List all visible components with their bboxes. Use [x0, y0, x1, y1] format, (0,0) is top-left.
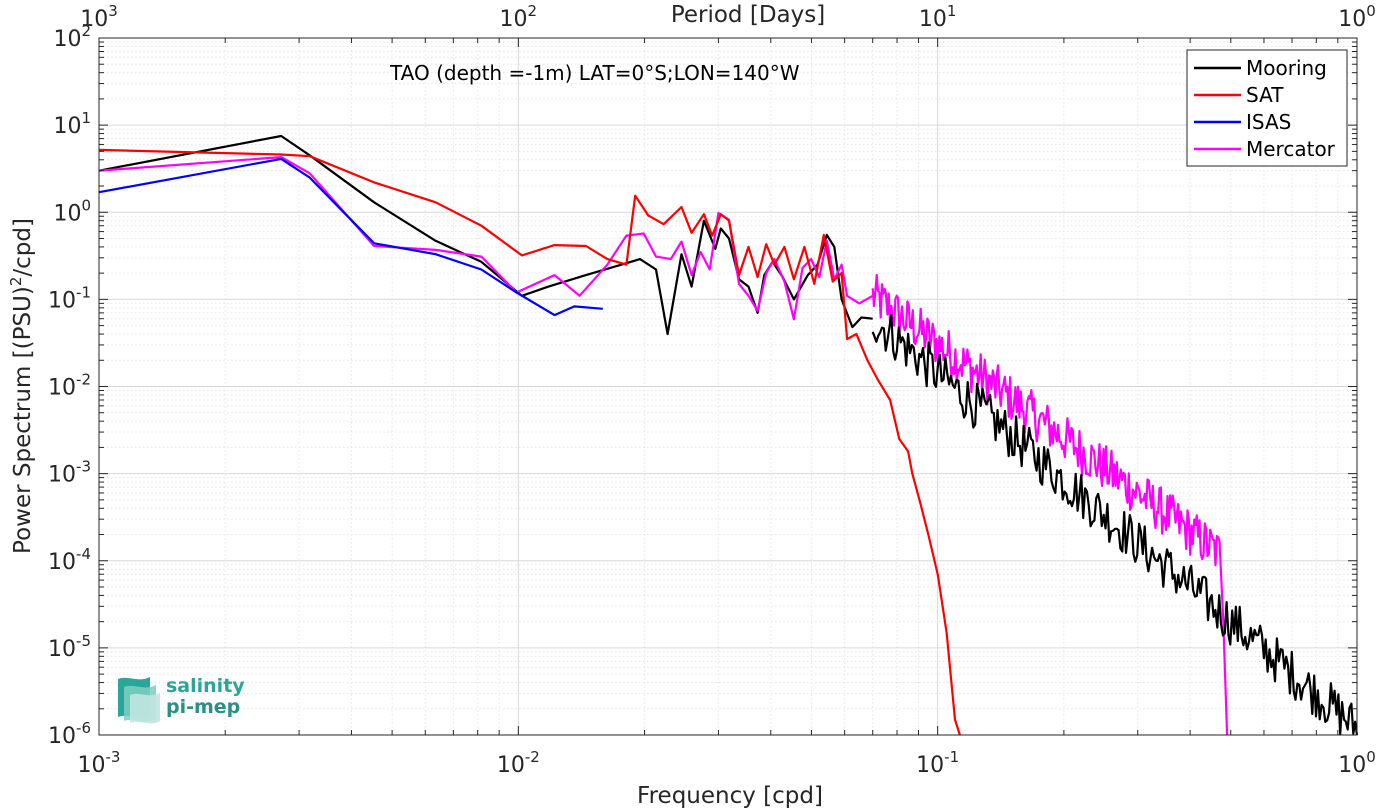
x-tick-label: 100 — [1338, 748, 1376, 778]
y-tick-label-exponent: -6 — [76, 719, 91, 737]
x-axis-title: Frequency [cpd] — [637, 783, 823, 809]
series-line-sat — [98, 148, 961, 736]
y-axis-title: Power Spectrum [(PSU)2/cpd] — [7, 218, 36, 554]
top-x-tick-label: 101 — [919, 2, 957, 32]
y-tick-label-base: 10 — [48, 550, 76, 575]
y-tick-label-base: 10 — [53, 201, 81, 226]
x-tick-label-exponent: -2 — [525, 748, 540, 766]
x-tick-label: 10-2 — [497, 748, 540, 778]
ticks — [98, 37, 1358, 736]
legend-label-isas: ISAS — [1246, 110, 1291, 134]
logo-line-2: pi-mep — [166, 696, 240, 718]
y-tick-label: 101 — [53, 109, 91, 139]
chart-title: TAO (depth =-1m) LAT=0°S;LON=140°W — [389, 61, 800, 85]
y-tick-label-base: 10 — [48, 463, 76, 488]
top-x-tick-label: 102 — [500, 2, 538, 32]
x-tick-label-exponent: -3 — [106, 748, 121, 766]
y-tick-label: 10-1 — [48, 283, 91, 313]
x-tick-label-exponent: 0 — [1366, 748, 1376, 766]
series-line-tail-1 — [871, 313, 1359, 736]
y-tick-label-exponent: 1 — [81, 109, 91, 127]
top-x-tick-label-base: 10 — [1338, 7, 1366, 32]
y-axis-title-exponent: 2 — [7, 277, 25, 287]
salinity-pi-mep-logo: salinity pi-mep — [118, 675, 245, 724]
top-x-tick-label-base: 10 — [80, 7, 108, 32]
legend-box — [1186, 49, 1348, 167]
y-axis-title-unit: /cpd] — [10, 218, 36, 277]
x-tick-label-base: 10 — [497, 753, 525, 778]
y-tick-label: 10-3 — [48, 458, 91, 488]
y-tick-label-exponent: -3 — [76, 458, 91, 476]
x-tick-label: 10-3 — [78, 748, 121, 778]
x-tick-label: 10-1 — [916, 748, 959, 778]
top-x-tick-label-base: 10 — [919, 7, 947, 32]
series-line-mercator — [98, 156, 874, 321]
legend-label-mercator: Mercator — [1246, 137, 1336, 161]
series-line-tail-0 — [871, 273, 1229, 736]
y-tick-label: 10-5 — [48, 632, 91, 662]
y-tick-label-base: 10 — [48, 637, 76, 662]
y-tick-label: 10-4 — [48, 545, 91, 575]
legend: Mooring SAT ISAS Mercator — [1186, 49, 1348, 167]
series-layer — [98, 134, 1359, 736]
x-tick-label-base: 10 — [916, 753, 944, 778]
top-x-tick-label-base: 10 — [500, 7, 528, 32]
top-x-axis-title: Period [Days] — [671, 2, 825, 28]
top-x-tick-label: 103 — [80, 2, 118, 32]
y-tick-label-base: 10 — [53, 27, 81, 52]
logo-line-1: salinity — [166, 675, 245, 697]
top-x-tick-label-exponent: 2 — [528, 2, 538, 20]
y-tick-label-base: 10 — [48, 288, 76, 313]
legend-label-sat: SAT — [1246, 83, 1284, 107]
top-x-tick-label-exponent: 1 — [947, 2, 957, 20]
y-tick-label: 10-6 — [48, 719, 91, 749]
top-x-tick-label-exponent: 3 — [108, 2, 118, 20]
x-tick-label-base: 10 — [78, 753, 106, 778]
y-tick-label-exponent: -2 — [76, 371, 91, 389]
y-axis-title-main: Power Spectrum [(PSU) — [10, 286, 36, 554]
logo-wave-3 — [130, 693, 160, 724]
y-tick-label-exponent: 2 — [81, 22, 91, 40]
y-tick-label: 100 — [53, 196, 91, 226]
y-tick-label: 10-2 — [48, 371, 91, 401]
grid — [99, 38, 1357, 735]
top-x-tick-label-exponent: 0 — [1366, 2, 1376, 20]
series-line-isas — [98, 157, 603, 317]
y-tick-label: 102 — [53, 22, 91, 52]
y-tick-label-exponent: -1 — [76, 283, 91, 301]
x-tick-label-base: 10 — [1338, 753, 1366, 778]
legend-label-mooring: Mooring — [1246, 56, 1327, 80]
y-tick-label-exponent: 0 — [81, 196, 91, 214]
x-tick-label-exponent: -1 — [944, 748, 959, 766]
y-tick-label-exponent: -4 — [76, 545, 91, 563]
y-tick-label-exponent: -5 — [76, 632, 91, 650]
y-tick-label-base: 10 — [48, 376, 76, 401]
top-x-tick-label: 100 — [1338, 2, 1376, 32]
y-tick-label-base: 10 — [53, 114, 81, 139]
y-tick-label-base: 10 — [48, 724, 76, 749]
